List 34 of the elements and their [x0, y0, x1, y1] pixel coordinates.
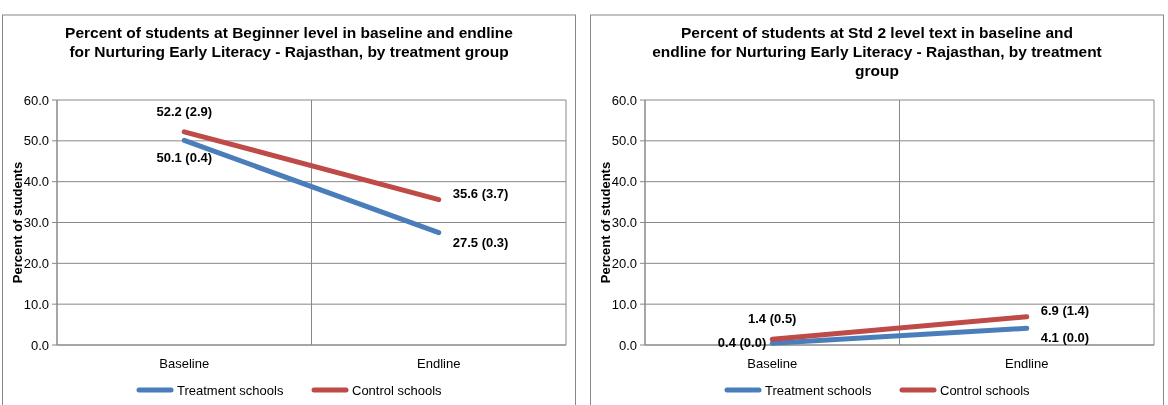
legend-label: Treatment schools	[765, 383, 872, 398]
data-label: 1.4 (0.5)	[748, 311, 797, 327]
y-tick-label: 20.0	[611, 255, 637, 271]
x-tick-label: Endline	[417, 356, 461, 371]
legend-label: Control schools	[352, 383, 443, 398]
data-label: 4.1 (0.0)	[1040, 330, 1090, 346]
data-label: 50.1 (0.4)	[156, 150, 213, 166]
y-tick-label: 20.0	[23, 255, 49, 271]
y-tick-label: 50.0	[611, 133, 637, 149]
legend-label: Treatment schools	[177, 383, 284, 398]
data-label: 6.9 (1.4)	[1040, 302, 1090, 318]
chart-title: Percent of students at Std 2 level text in baseline and endline for Nurturing Early Literacy - Rajasthan, by treatment group	[652, 24, 1102, 79]
data-label: 27.5 (0.3)	[452, 234, 509, 250]
y-tick-label: 30.0	[611, 215, 637, 230]
data-label: 52.2 (2.9)	[156, 103, 213, 119]
y-tick-label: 60.0	[611, 92, 637, 108]
data-label: 35.6 (3.7)	[452, 185, 509, 201]
y-tick-label: 0.0	[30, 337, 49, 353]
y-axis-title: Percent of students	[598, 161, 613, 284]
y-tick-label: 0.0	[618, 337, 637, 353]
x-tick-label: Baseline	[159, 356, 210, 371]
x-tick-label: Baseline	[747, 356, 798, 371]
y-tick-label: 10.0	[23, 296, 49, 312]
y-tick-label: 10.0	[611, 296, 637, 312]
y-tick-label: 40.0	[611, 174, 637, 190]
y-tick-label: 60.0	[23, 92, 49, 108]
y-tick-label: 30.0	[23, 215, 49, 230]
x-tick-label: Endline	[1005, 356, 1049, 371]
chart-title: Percent of students at Beginner level in baseline and endline for Nurturing Early Literacy - Rajasthan, by treatment group	[65, 24, 514, 60]
y-tick-label: 50.0	[23, 133, 49, 149]
data-label: 0.4 (0.0)	[717, 335, 767, 351]
legend-label: Control schools	[940, 383, 1031, 398]
y-tick-label: 40.0	[23, 174, 49, 190]
y-axis-title: Percent of students	[10, 161, 25, 284]
